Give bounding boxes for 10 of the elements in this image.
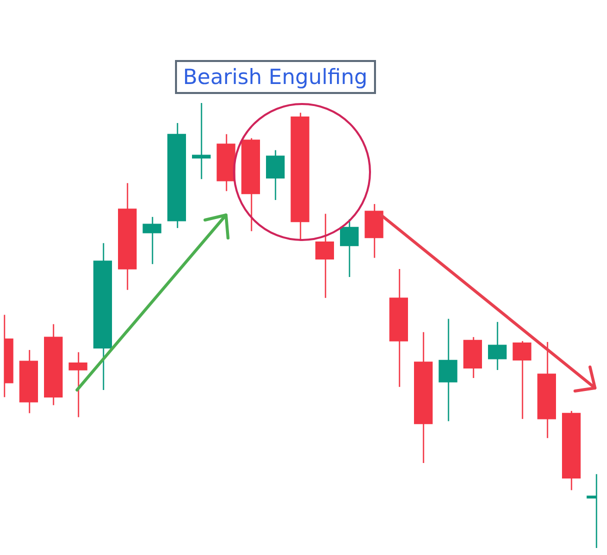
- candlestick: [266, 150, 285, 201]
- candlestick: [315, 213, 334, 299]
- candlestick: [340, 218, 359, 278]
- candlestick: [438, 318, 458, 422]
- candlestick: [488, 321, 507, 371]
- candlestick: [512, 340, 532, 420]
- candlestick: [68, 352, 88, 418]
- text: Bearish Engulfing: [175, 60, 376, 94]
- candlestick: [192, 102, 211, 180]
- candlestick: [142, 216, 162, 265]
